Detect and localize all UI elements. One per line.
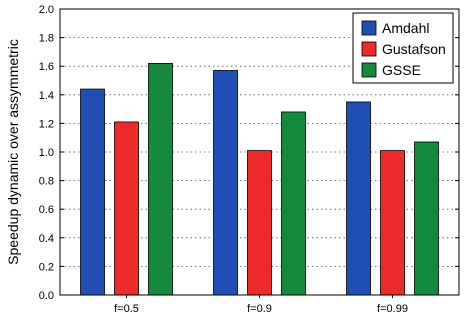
x-tick-label: f=0.5 — [114, 303, 139, 315]
x-tick-label: f=0.99 — [377, 303, 408, 315]
y-axis-label: Speedup dynamic over assymmetric — [5, 39, 21, 265]
legend: Amdahl Gustafson GSSE — [352, 12, 454, 84]
y-tick-label: 0.4 — [39, 233, 54, 245]
y-tick-label: 1.2 — [39, 118, 54, 130]
bar-gustafson-1 — [114, 121, 139, 296]
y-tick-label: 1.4 — [39, 90, 54, 102]
bar-gustafson-2 — [247, 150, 272, 296]
bars — [80, 62, 439, 296]
bar-gsse-1 — [148, 62, 173, 296]
bar-amdahl-2 — [213, 70, 238, 296]
legend-label-gsse: GSSE — [382, 62, 421, 78]
y-tick-label: 2.0 — [39, 4, 54, 16]
legend-label-amdahl: Amdahl — [382, 20, 429, 36]
bar-amdahl-3 — [346, 101, 371, 296]
y-tick-label: 1.6 — [39, 61, 54, 73]
y-tick-label: 0.0 — [39, 290, 54, 302]
y-tick-label: 0.2 — [39, 261, 54, 273]
y-tick-label: 0.6 — [39, 204, 54, 216]
bar-gustafson-3 — [380, 150, 405, 296]
bar-gsse-3 — [414, 141, 439, 296]
legend-swatch-amdahl — [361, 20, 377, 36]
y-tick-label: 1.8 — [39, 33, 54, 45]
x-axis-ticks: f=0.5 f=0.9 f=0.99 — [114, 295, 408, 315]
bar-amdahl-1 — [80, 88, 105, 296]
y-axis-ticks: 0.0 0.2 0.4 0.6 0.8 1.0 1.2 1.4 1.6 1.8 2.0 — [39, 4, 459, 302]
y-tick-label: 1.0 — [39, 147, 54, 159]
legend-swatch-gsse — [361, 62, 377, 78]
x-tick-label: f=0.9 — [247, 303, 272, 315]
legend-label-gustafson: Gustafson — [382, 41, 446, 57]
bar-gsse-2 — [281, 111, 306, 296]
y-tick-label: 0.8 — [39, 176, 54, 188]
legend-swatch-gustafson — [361, 41, 377, 57]
